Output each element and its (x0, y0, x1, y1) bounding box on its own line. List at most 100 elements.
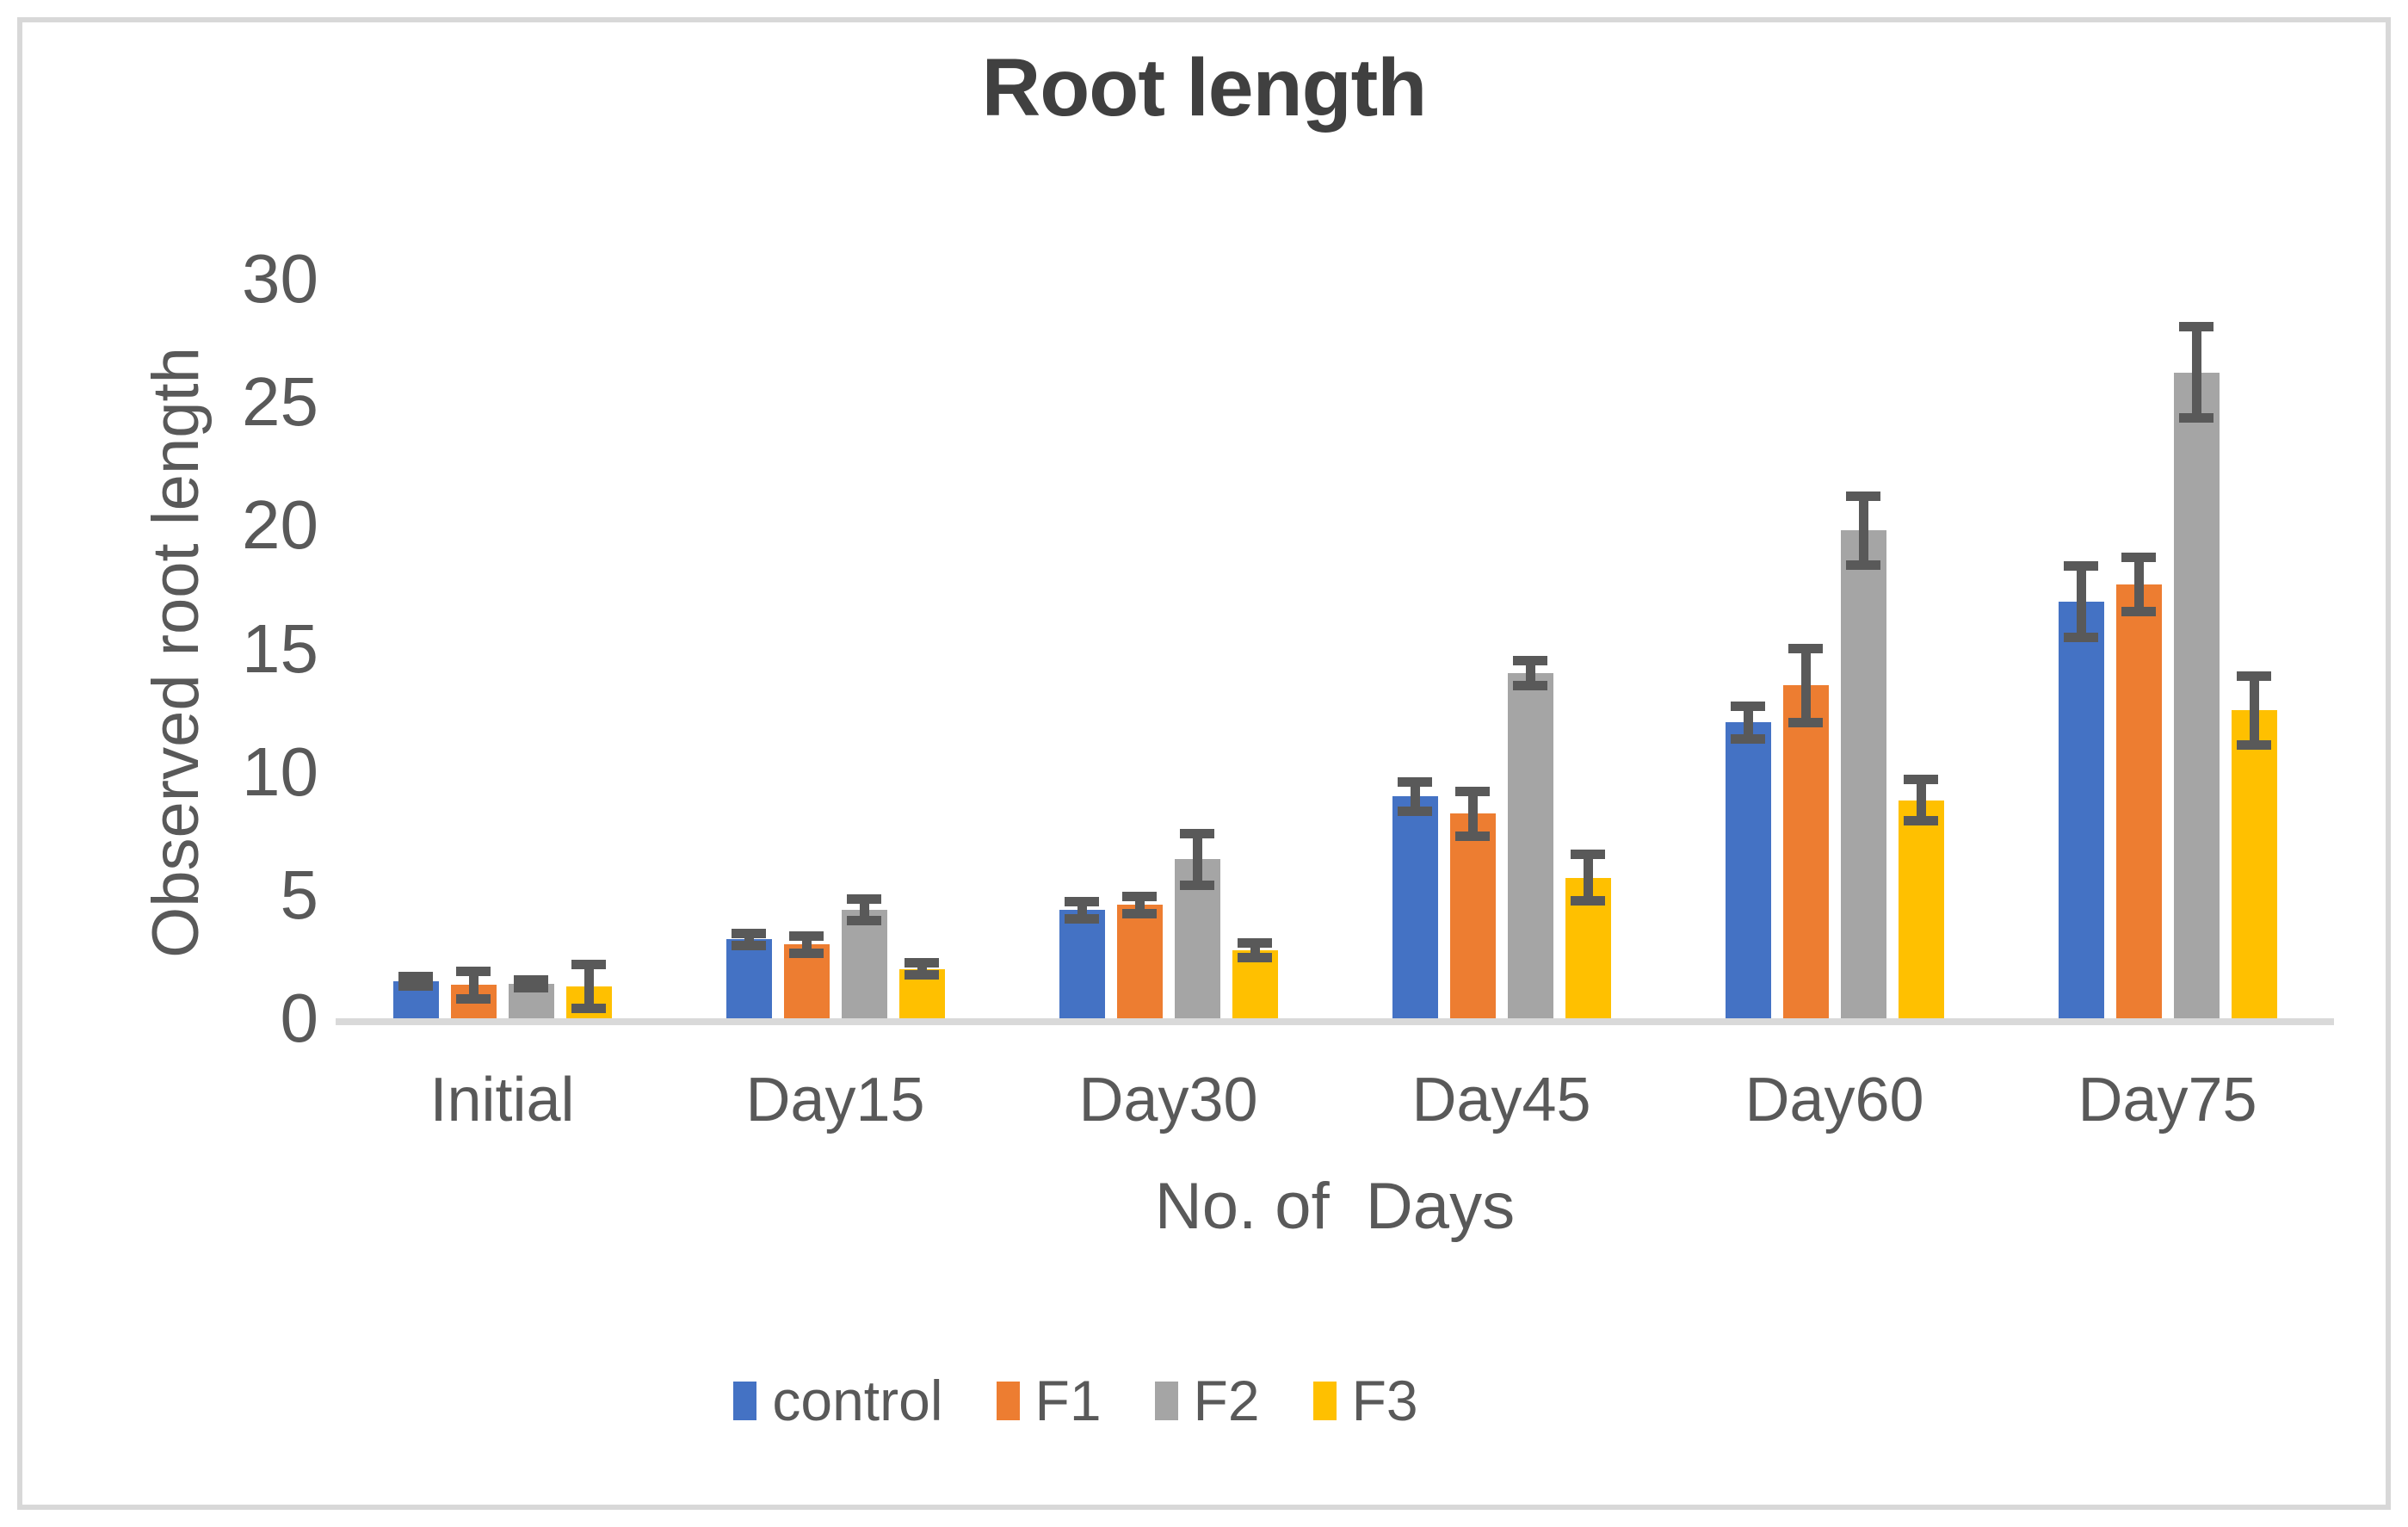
error-bar-cap (1065, 913, 1099, 924)
chart-frame (17, 17, 2391, 1510)
legend-label-F1: F1 (1034, 1369, 1102, 1432)
error-bar-cap (1846, 559, 1880, 570)
bar-F1-day75 (2115, 553, 2162, 1018)
error-bar-cap (1788, 717, 1823, 727)
bar-F3-day75 (2231, 671, 2277, 1018)
error-bar-cap (847, 893, 881, 904)
category-label-initial: Initial (429, 1066, 575, 1134)
error-bar-cap (456, 993, 491, 1004)
bar-control-day60 (1725, 702, 1771, 1018)
bar-F1-day15 (783, 930, 830, 1018)
error-bar-cap (1238, 938, 1272, 949)
error-bar-line (2076, 566, 2086, 638)
bar-F1-initial (450, 967, 497, 1018)
error-bar-cap (2237, 739, 2271, 750)
error-bar-cap (732, 928, 766, 938)
bar-F1-day45 (1449, 787, 1496, 1018)
error-bar-line (744, 933, 754, 946)
error-bar-cap (1571, 896, 1605, 906)
x-axis-line (336, 1018, 2334, 1025)
legend: control F1 F2 F3 (0, 1370, 2152, 1431)
y-tick-label: 5 (280, 856, 319, 933)
error-bar-line (801, 936, 812, 954)
error-bar-cap (732, 941, 766, 951)
error-bar-cap (1846, 491, 1880, 501)
bar-control-day30 (1059, 896, 1105, 1018)
bar-F1-day60 (1782, 644, 1829, 1018)
error-bar-cap (789, 930, 824, 941)
error-bar-cap (514, 975, 548, 986)
bar-group-day75 (2001, 0, 2334, 1018)
error-bar-line (1858, 496, 1868, 566)
error-bar-line (2249, 676, 2259, 745)
bar-F3-day15 (898, 958, 945, 1018)
bar-F3-day30 (1232, 938, 1278, 1018)
legend-label-control: control (772, 1369, 943, 1432)
category-label-day15: Day15 (745, 1066, 925, 1134)
error-bar-cap (847, 916, 881, 926)
error-bar-line (1467, 791, 1478, 837)
error-bar-line (1916, 779, 1926, 821)
bars-row (1335, 0, 1668, 1018)
error-bar-cap (398, 971, 433, 981)
error-bar-cap (1788, 644, 1823, 654)
error-bar-cap (398, 981, 433, 992)
error-bar-cap (1455, 831, 1490, 841)
error-bar-line (1192, 833, 1202, 886)
legend-label-F2: F2 (1193, 1369, 1260, 1432)
error-bar-line (1525, 660, 1535, 686)
chart-title: Root length (981, 42, 1428, 133)
error-bar-cap (1904, 774, 1938, 784)
error-bar-line (917, 962, 927, 975)
error-bar-cap (1731, 733, 1765, 744)
error-bar-cap (1398, 806, 1432, 816)
legend-item-control: control (733, 1369, 943, 1432)
error-bar-cap (1180, 828, 1214, 838)
error-bar-line (1800, 648, 1811, 723)
bars-row (1668, 0, 2001, 1018)
error-bar-cap (1122, 908, 1157, 918)
error-bar-cap (1731, 702, 1765, 712)
error-bar-cap (1904, 816, 1938, 826)
y-tick-label: 30 (242, 240, 318, 317)
error-bar-cap (2121, 607, 2156, 617)
error-bar-cap (905, 958, 939, 968)
bar-group-day15 (669, 0, 1002, 1018)
error-bar-cap (1398, 776, 1432, 787)
bar-F2-day30 (1174, 828, 1220, 1018)
bars-row (2001, 0, 2334, 1018)
y-tick-label: 0 (280, 980, 319, 1056)
error-bar-line (468, 971, 479, 999)
error-bar-cap (1122, 891, 1157, 901)
bar-control-day45 (1392, 776, 1438, 1018)
y-tick-label: 15 (242, 609, 318, 687)
error-bar-cap (514, 982, 548, 992)
error-bar-line (1583, 854, 1593, 901)
legend-swatch-F2 (1154, 1381, 1178, 1420)
legend-swatch-control (733, 1381, 757, 1420)
bar-control-day15 (725, 928, 772, 1018)
error-bar-cap (1065, 896, 1099, 906)
legend-swatch-F3 (1312, 1381, 1337, 1420)
error-bar-line (859, 899, 869, 921)
bars-row (1002, 0, 1335, 1018)
bar-F2-day75 (2173, 322, 2220, 1018)
legend-item-F1: F1 (996, 1369, 1102, 1432)
error-bar-cap (1455, 787, 1490, 797)
bar-F3-day60 (1898, 774, 1944, 1018)
legend-item-F3: F3 (1312, 1370, 1418, 1431)
y-tick-label: 10 (242, 733, 318, 810)
legend-item-F2: F2 (1154, 1369, 1260, 1432)
error-bar-cap (1513, 656, 1547, 666)
bar-group-day60 (1668, 0, 2001, 1018)
error-bar-cap (571, 959, 606, 969)
category-label-day45: Day45 (1411, 1066, 1591, 1134)
error-bar-line (411, 976, 421, 986)
error-bar-cap (1571, 850, 1605, 860)
error-bar-cap (456, 967, 491, 977)
bar-F2-initial (508, 975, 554, 1018)
error-bar-line (1250, 943, 1260, 958)
error-bar-cap (905, 970, 939, 980)
error-bar-cap (571, 1004, 606, 1014)
